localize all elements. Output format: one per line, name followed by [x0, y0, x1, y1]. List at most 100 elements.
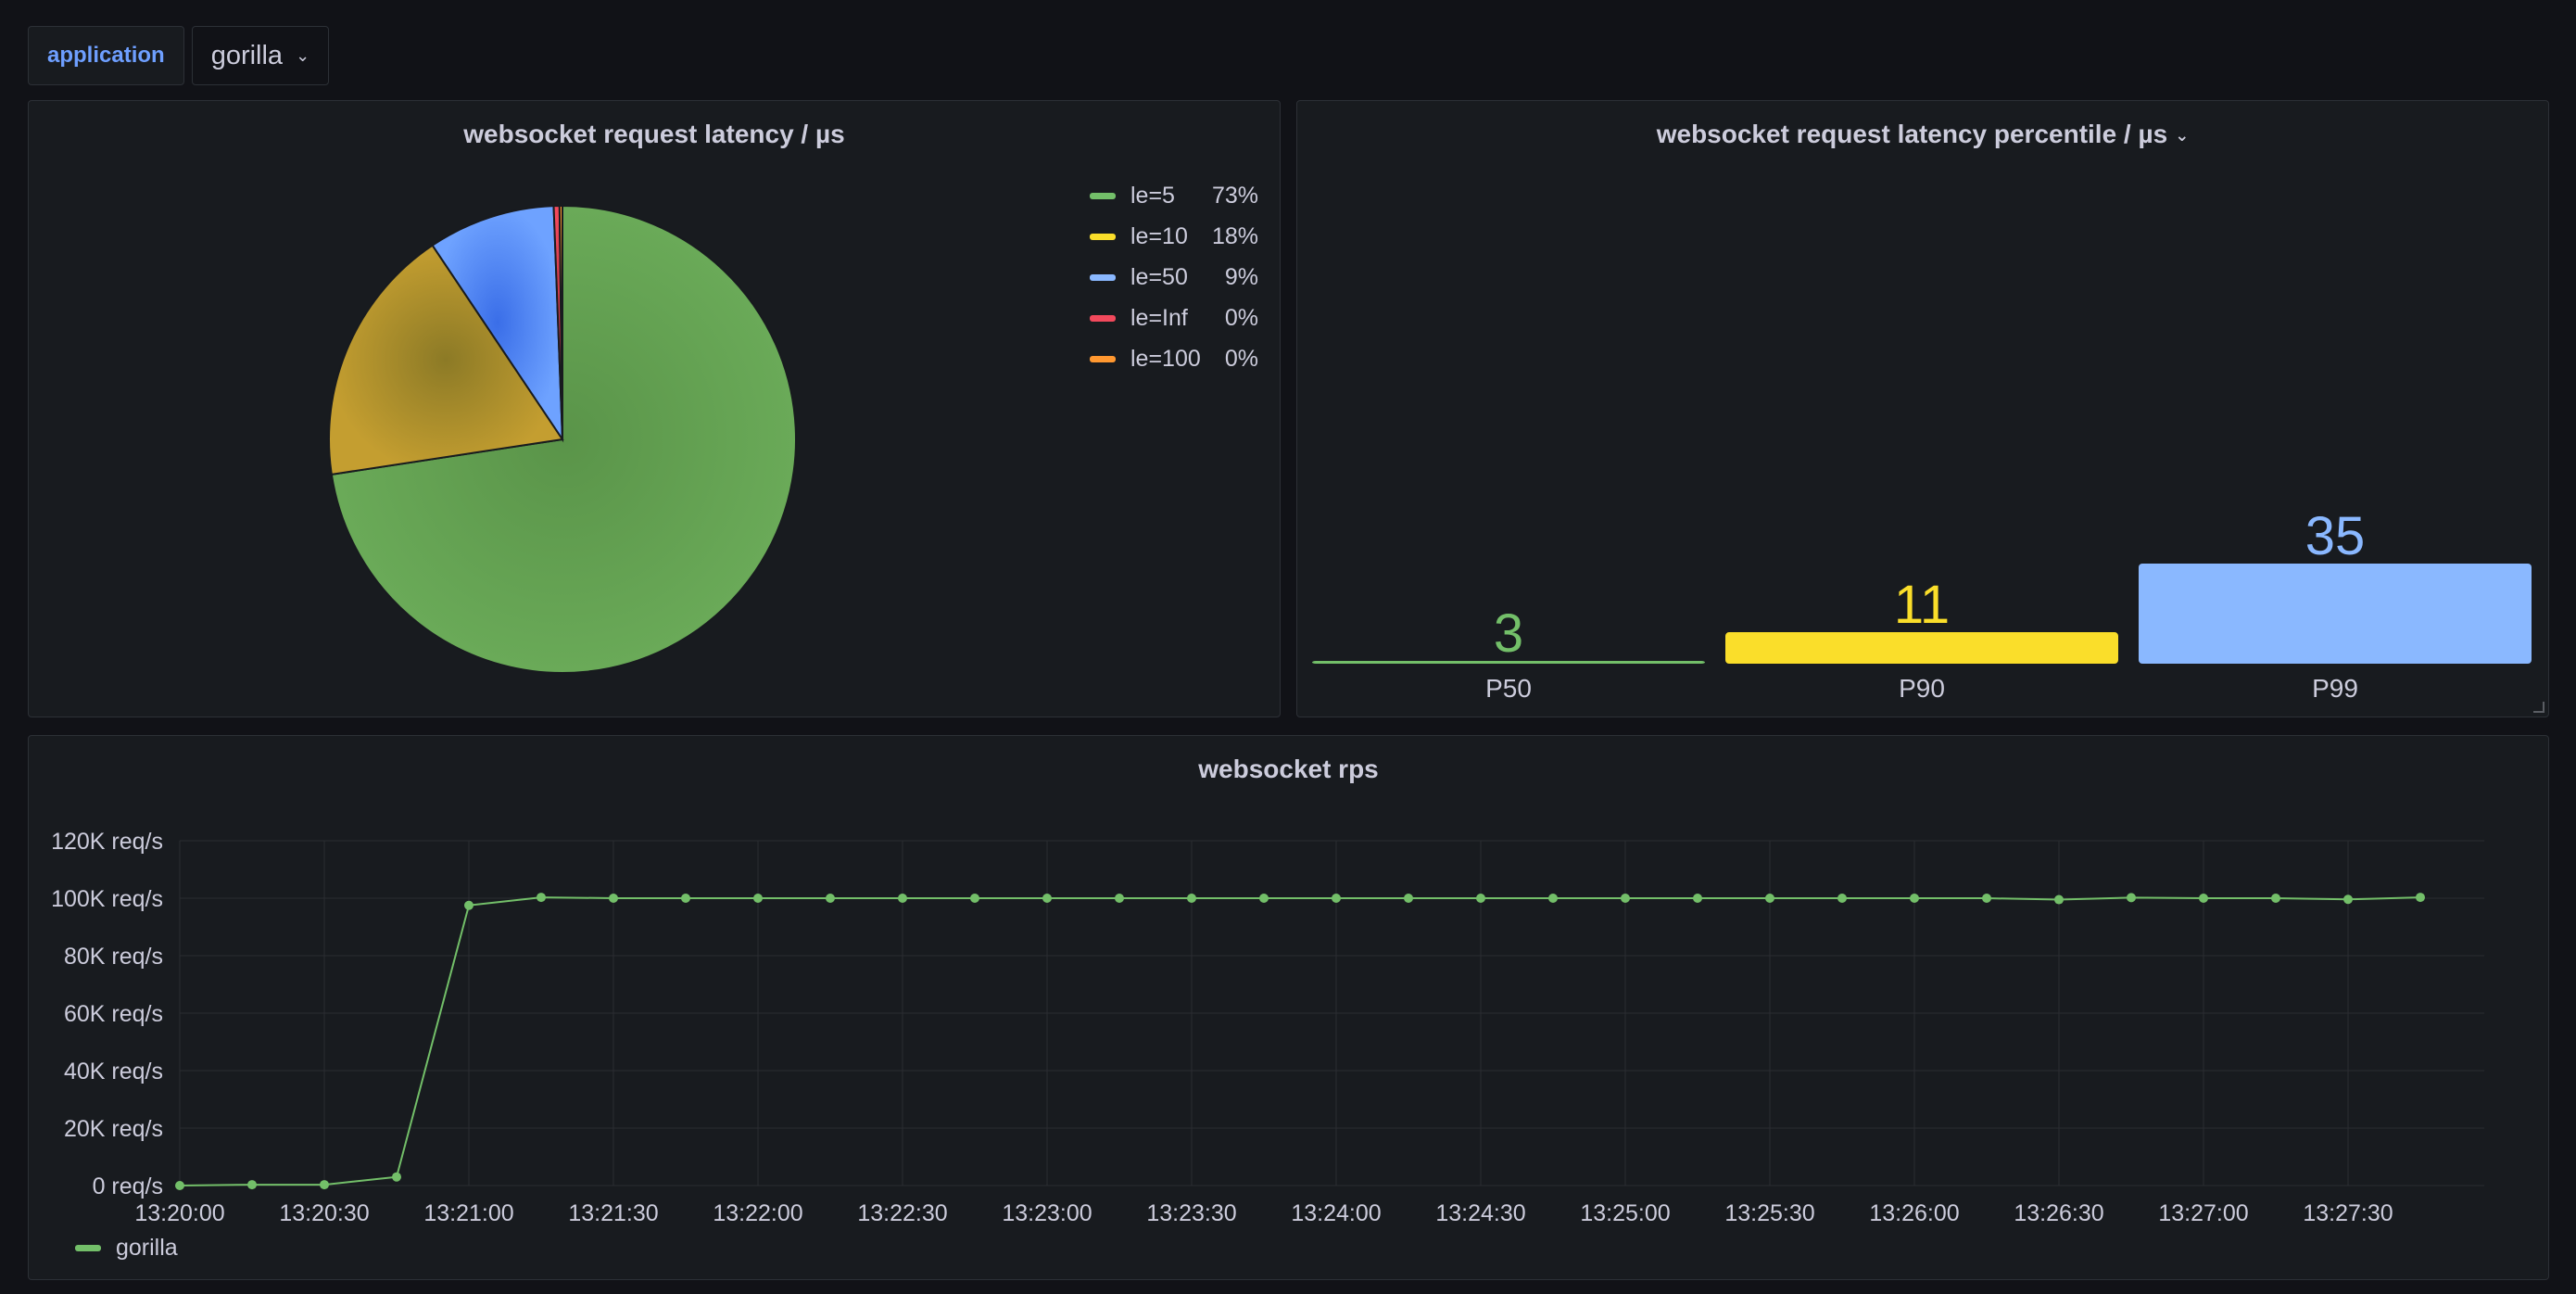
data-point[interactable] — [1259, 894, 1269, 903]
resize-handle[interactable] — [2533, 702, 2544, 713]
data-point[interactable] — [247, 1180, 257, 1190]
legend-swatch — [1090, 314, 1116, 322]
data-point[interactable] — [1621, 894, 1630, 903]
data-point[interactable] — [898, 894, 907, 903]
x-tick-label: 13:21:30 — [568, 1200, 658, 1226]
legend-percent: 0% — [1224, 345, 1258, 372]
data-point[interactable] — [175, 1181, 184, 1190]
data-point[interactable] — [1548, 894, 1558, 903]
chevron-down-icon[interactable]: ⌄ — [2175, 126, 2190, 146]
legend-item-le10[interactable]: le=10 18% — [1090, 216, 1258, 257]
legend-name: le=100 — [1130, 345, 1201, 372]
line-chart: 0 req/s 20K req/s 40K req/s 60K req/s 80K re… — [51, 829, 2484, 1226]
x-tick-label: 13:26:30 — [2014, 1200, 2103, 1226]
legend-name: le=Inf — [1130, 304, 1188, 331]
legend-name: le=5 — [1130, 182, 1175, 209]
x-tick-label: 13:20:30 — [279, 1200, 369, 1226]
pie-chart — [328, 204, 797, 674]
y-tick-label: 80K req/s — [64, 944, 163, 970]
data-point[interactable] — [2199, 894, 2208, 903]
legend-swatch — [1090, 233, 1116, 240]
bar-p50[interactable] — [1312, 661, 1705, 664]
x-tick-label: 13:24:30 — [1435, 1200, 1525, 1226]
legend-swatch — [75, 1245, 101, 1251]
x-tick-label: 13:27:00 — [2158, 1200, 2248, 1226]
x-tick-label: 13:25:00 — [1580, 1200, 1670, 1226]
y-tick-label: 20K req/s — [64, 1116, 163, 1142]
data-point[interactable] — [1837, 894, 1847, 903]
data-point[interactable] — [1187, 894, 1196, 903]
panel-title[interactable]: websocket request latency percentile / µ… — [1297, 120, 2548, 149]
data-point[interactable] — [1404, 894, 1413, 903]
data-point[interactable] — [2343, 894, 2353, 905]
legend-item-le100[interactable]: le=100 0% — [1090, 338, 1258, 379]
panel-title[interactable]: websocket request latency / µs — [463, 120, 845, 148]
data-point[interactable] — [1042, 894, 1052, 903]
legend-percent: 18% — [1212, 222, 1259, 249]
series-line-gorilla[interactable] — [179, 896, 2421, 1186]
y-tick-label: 60K req/s — [64, 1001, 163, 1027]
data-point[interactable] — [464, 900, 474, 910]
legend-swatch — [1090, 273, 1116, 281]
data-point[interactable] — [2127, 893, 2136, 903]
bar-p90[interactable] — [1725, 632, 2118, 664]
panel-title[interactable]: websocket rps — [1198, 755, 1379, 783]
data-point[interactable] — [1115, 894, 1124, 903]
legend-name: gorilla — [116, 1235, 178, 1261]
data-point[interactable] — [2054, 894, 2064, 905]
data-point[interactable] — [320, 1180, 329, 1190]
bar-p99[interactable] — [2139, 564, 2532, 664]
data-point[interactable] — [753, 894, 763, 903]
panel-title-text: websocket request latency percentile / µ… — [1656, 120, 2168, 148]
series-legend[interactable]: gorilla — [75, 1235, 178, 1262]
x-tick-label: 13:20:00 — [134, 1200, 224, 1226]
x-tick-label: 13:21:00 — [423, 1200, 513, 1226]
data-point[interactable] — [2416, 893, 2425, 903]
pie-outline — [328, 205, 797, 674]
data-point[interactable] — [1476, 894, 1485, 903]
data-point[interactable] — [1693, 894, 1702, 903]
data-point[interactable] — [826, 894, 835, 903]
bar-value-label: 3 — [1494, 603, 1523, 664]
y-tick-label: 120K req/s — [51, 829, 163, 855]
legend-name: le=10 — [1130, 222, 1188, 249]
legend-swatch — [1090, 355, 1116, 362]
latency-percentile-panel: websocket request latency percentile / µ… — [1296, 100, 2549, 717]
bar-value-label: 35 — [2305, 506, 2366, 566]
legend-item-le5[interactable]: le=5 73% — [1090, 175, 1258, 216]
variable-bar: application gorilla ⌄ — [28, 26, 330, 85]
legend-item-leinf[interactable]: le=Inf 0% — [1090, 298, 1258, 338]
legend-item-le50[interactable]: le=50 9% — [1090, 257, 1258, 298]
chevron-down-icon: ⌄ — [296, 45, 310, 65]
application-variable-select[interactable]: gorilla ⌄ — [191, 26, 330, 85]
bar-chart: 3 P50 11 P90 35 P99 — [1312, 506, 2532, 703]
data-point[interactable] — [1982, 894, 1991, 903]
x-tick-label: 13:23:00 — [1002, 1200, 1092, 1226]
bar-category-label: P90 — [1899, 674, 1945, 703]
data-point[interactable] — [609, 894, 618, 903]
x-tick-label: 13:22:00 — [713, 1200, 802, 1226]
legend-percent: 0% — [1224, 304, 1258, 331]
x-tick-label: 13:23:30 — [1146, 1200, 1236, 1226]
legend-percent: 73% — [1212, 182, 1259, 209]
data-point[interactable] — [681, 894, 690, 903]
legend-name: le=50 — [1130, 263, 1188, 290]
data-point[interactable] — [970, 894, 979, 903]
bar-value-label: 11 — [1894, 575, 1950, 635]
y-tick-label: 0 req/s — [93, 1173, 163, 1199]
x-tick-label: 13:25:30 — [1724, 1200, 1814, 1226]
data-point[interactable] — [537, 893, 546, 903]
x-tick-label: 13:24:00 — [1291, 1200, 1381, 1226]
data-point[interactable] — [392, 1172, 401, 1182]
x-tick-label: 13:27:30 — [2303, 1200, 2393, 1226]
bar-category-label: P99 — [2312, 674, 2358, 703]
data-point[interactable] — [1765, 894, 1774, 903]
x-tick-label: 13:22:30 — [857, 1200, 947, 1226]
rps-timeseries-panel: websocket rps 0 req/s 20K req/s 40K req/s 6… — [28, 735, 2549, 1280]
data-point[interactable] — [1910, 894, 1919, 903]
x-tick-label: 13:26:00 — [1869, 1200, 1959, 1226]
data-point[interactable] — [2271, 894, 2280, 903]
data-point[interactable] — [1332, 894, 1341, 903]
legend-swatch — [1090, 192, 1116, 199]
latency-pie-panel: websocket request latency / µs le=5 73% … — [28, 100, 1281, 717]
